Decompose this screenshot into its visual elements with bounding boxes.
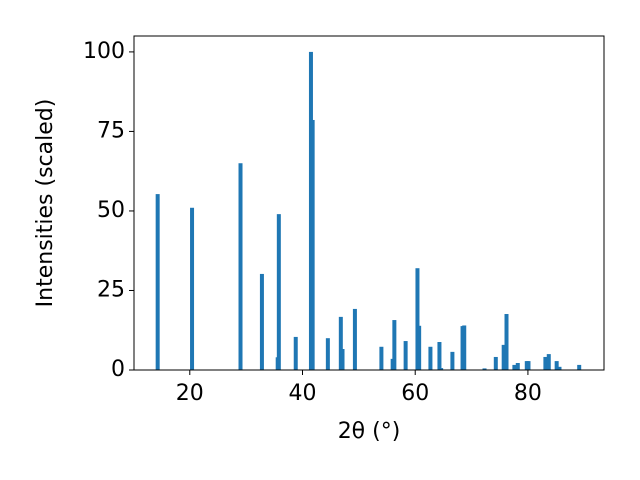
x-tick-label: 80 [514,381,542,406]
bar [546,354,551,370]
bar [462,325,467,370]
bar [428,346,433,370]
y-tick-label: 50 [97,198,125,223]
bar [501,344,506,370]
bar [515,363,520,370]
bar [543,356,548,370]
bar [417,325,422,370]
bar [325,338,330,370]
y-tick-label: 25 [97,277,125,302]
bar [504,314,509,370]
bar [437,342,442,370]
bar [379,346,384,370]
bar [155,194,160,370]
y-tick-label: 100 [83,39,125,64]
y-tick-label: 0 [111,357,125,382]
bar [450,351,455,370]
bar [238,163,243,370]
bar [512,364,517,370]
bar [482,368,487,370]
bar [190,207,195,370]
bar [259,273,264,370]
bar [338,316,343,370]
x-axis-label: 2θ (°) [338,419,401,444]
bar [293,336,298,370]
bar [340,349,345,370]
bar [577,364,582,370]
x-tick-label: 60 [401,381,429,406]
bar [554,361,559,370]
plot-frame [133,35,605,371]
y-axis-label: Intensities (scaled) [33,99,58,308]
bar [310,119,315,370]
x-tick-label: 20 [176,381,204,406]
bar [403,341,408,370]
bar [415,268,420,370]
y-tick-label: 75 [97,118,125,143]
bar [352,308,357,370]
bar [439,368,444,370]
bar [392,320,397,370]
bar [526,361,531,370]
bar [557,366,562,370]
x-tick-label: 40 [289,381,317,406]
bar [276,214,281,370]
bar [493,356,498,370]
